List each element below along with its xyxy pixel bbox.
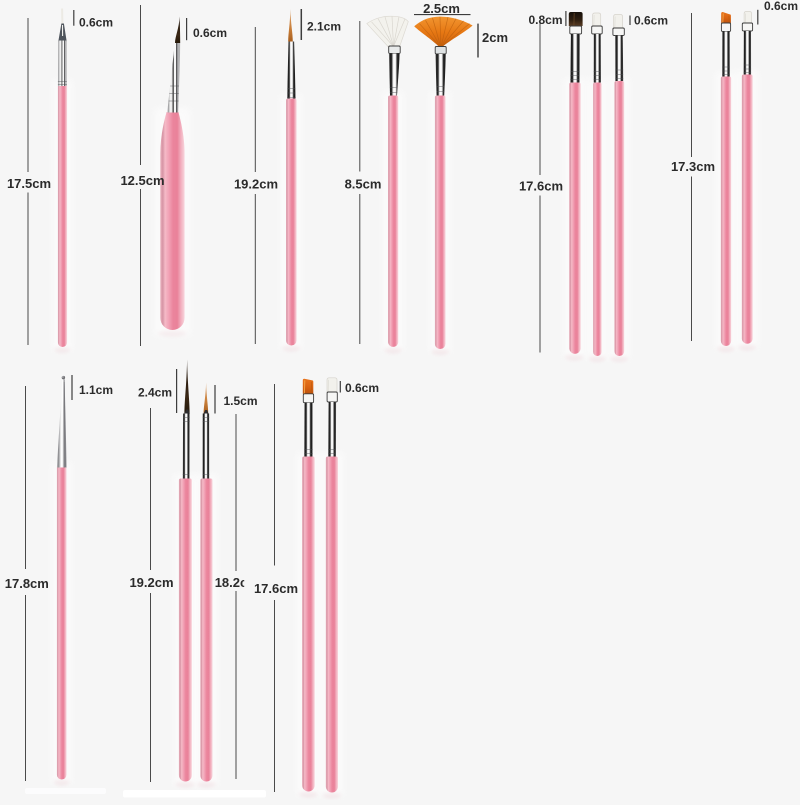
- svg-text:0.6cm: 0.6cm: [79, 16, 113, 30]
- svg-text:17.3cm: 17.3cm: [671, 159, 715, 174]
- svg-text:19.2cm: 19.2cm: [129, 575, 173, 590]
- svg-text:8.5cm: 8.5cm: [345, 177, 382, 192]
- svg-text:2cm: 2cm: [482, 30, 508, 45]
- svg-text:0.6cm: 0.6cm: [634, 14, 668, 28]
- svg-text:1.5cm: 1.5cm: [223, 394, 257, 408]
- svg-text:12.5cm: 12.5cm: [120, 173, 164, 188]
- svg-text:17.6cm: 17.6cm: [254, 581, 298, 596]
- svg-text:17.5cm: 17.5cm: [7, 176, 51, 191]
- svg-text:1.1cm: 1.1cm: [79, 383, 113, 397]
- svg-text:19.2cm: 19.2cm: [234, 177, 278, 192]
- svg-text:0.8cm: 0.8cm: [528, 13, 562, 27]
- svg-text:0.6cm: 0.6cm: [193, 26, 227, 40]
- svg-text:0.6cm: 0.6cm: [764, 0, 798, 13]
- svg-text:2.1cm: 2.1cm: [307, 20, 341, 34]
- svg-text:2.4cm: 2.4cm: [138, 386, 172, 400]
- svg-text:0.6cm: 0.6cm: [345, 381, 379, 395]
- svg-text:2.5cm: 2.5cm: [423, 1, 460, 16]
- svg-text:17.8cm: 17.8cm: [5, 576, 49, 591]
- svg-text:17.6cm: 17.6cm: [519, 179, 563, 194]
